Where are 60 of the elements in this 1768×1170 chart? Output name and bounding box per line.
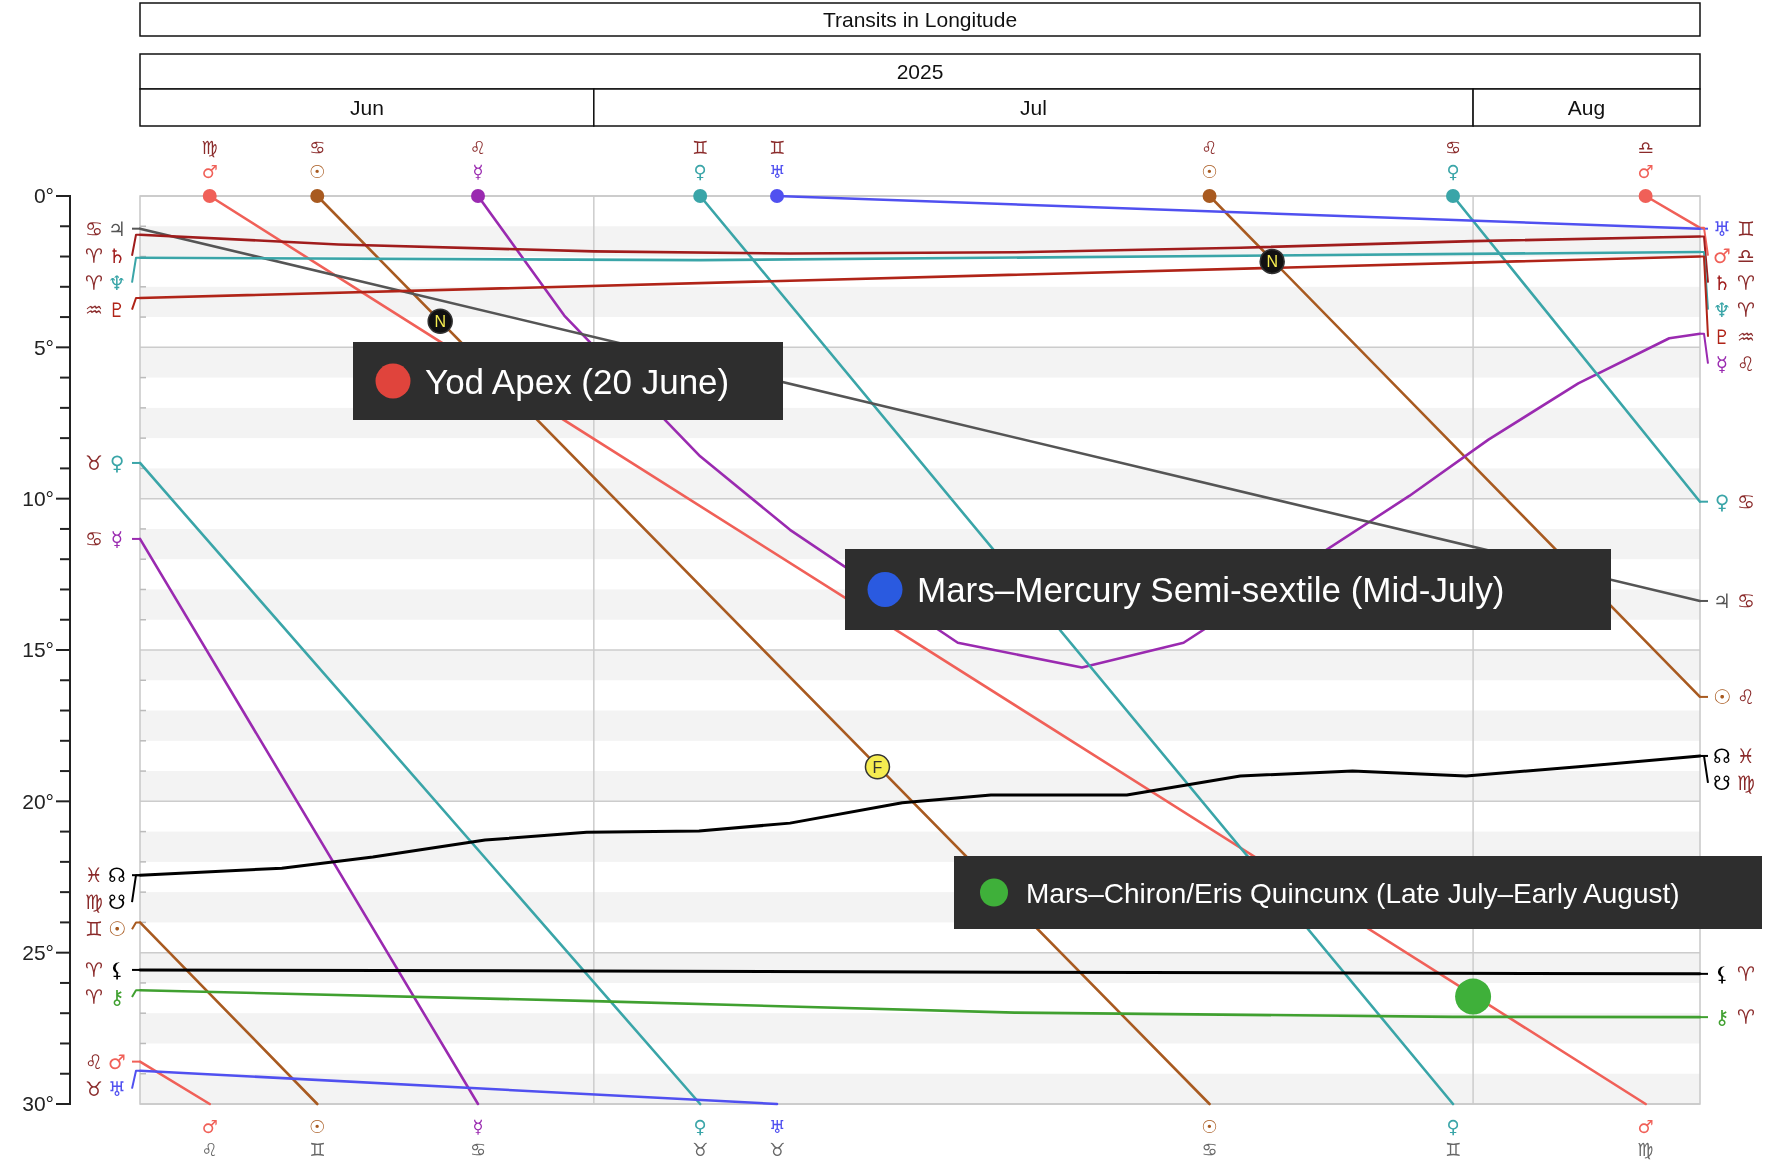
annotation: ⚷ ♈ <box>1714 1005 1756 1030</box>
y-tick-label: 15° <box>22 638 54 662</box>
annotation: Mars–Chiron/Eris Quincunx (Late July–Early August) <box>1026 877 1680 909</box>
annotation: ⚸ ♈ <box>1714 961 1756 986</box>
annotation: ♉ ♀ <box>85 450 125 475</box>
annotation: ♊ ♅ <box>768 137 786 183</box>
annotation: ☿ ♌ <box>1715 351 1755 376</box>
x-tick-label: Jun <box>349 96 384 120</box>
annotation: ♋ ☿ <box>85 526 124 551</box>
y-tick-label: 20° <box>22 789 54 813</box>
annotation: N <box>1266 253 1278 271</box>
chart-subtitle: 2025 <box>896 60 944 84</box>
annotation: ♀ ♊ <box>1444 1116 1462 1161</box>
annotation: ♌ ☿ <box>469 137 487 183</box>
x-tick-label: Jul <box>1020 96 1047 120</box>
y-tick-label: 30° <box>22 1092 54 1116</box>
annotation: ♄ ♈ <box>1713 270 1756 295</box>
annotation: ♅ ♊ <box>1713 216 1755 241</box>
y-tick-label: 25° <box>22 941 54 965</box>
y-tick-label: 5° <box>33 335 54 359</box>
annotation: ♍ ☋ <box>85 890 126 915</box>
y-tick-label: 10° <box>22 487 54 511</box>
annotation: ♂ ♌ <box>201 1116 218 1161</box>
annotation: ♋ ♀ <box>1444 137 1462 183</box>
annotation: ♊ ☉ <box>85 917 126 942</box>
annotation: N <box>434 313 446 331</box>
annotation: F <box>872 758 883 776</box>
annotation: Mars–Mercury Semi-sextile (Mid-July) <box>917 570 1505 610</box>
annotation: ♎ ♂ <box>1637 137 1654 183</box>
annotation: ☿ ♋ <box>469 1116 487 1161</box>
annotation: ♈ ⚸ <box>85 957 125 982</box>
annotation: ☊ ♓ <box>1713 743 1755 768</box>
annotation: ♋ ♃ <box>85 216 126 241</box>
annotation: ♍ ♂ <box>201 137 218 183</box>
annotation: ♌ ☉ <box>1201 137 1218 183</box>
annotation: ♂ ♎ <box>1713 243 1755 268</box>
annotation: ♈ ♄ <box>85 243 126 268</box>
y-tick-label: 0° <box>33 184 54 208</box>
annotation: ♒ ♇ <box>85 297 126 322</box>
annotation: ♈ ⚷ <box>85 984 125 1009</box>
annotation: ☉ ♊ <box>309 1116 326 1161</box>
annotation: ♅ ♉ <box>768 1116 786 1161</box>
annotation: ♀ ♉ <box>692 1116 709 1161</box>
annotation: ☉ ♋ <box>1201 1116 1218 1161</box>
annotation: ♃ ♋ <box>1713 588 1755 613</box>
annotation: ♋ ☉ <box>309 137 326 183</box>
annotation: ♉ ♅ <box>85 1076 126 1101</box>
annotation: ☉ ♌ <box>1713 684 1755 709</box>
x-tick-label: Aug <box>1567 96 1606 120</box>
annotation: ♇ ♒ <box>1713 324 1755 349</box>
annotation: ♈ ♆ <box>85 270 126 295</box>
annotation: ♊ ♀ <box>692 137 709 183</box>
annotation: Yod Apex (20 June) <box>425 361 730 401</box>
annotation: ♂ ♍ <box>1637 1116 1654 1161</box>
annotation: ♀ ♋ <box>1714 489 1755 514</box>
chart-title: Transits in Longitude <box>822 8 1018 32</box>
annotation: ♌ ♂ <box>85 1049 126 1074</box>
annotation: ♓ ☊ <box>85 863 126 888</box>
annotation: ☋ ♍ <box>1713 770 1755 795</box>
annotation: ♆ ♈ <box>1713 297 1756 322</box>
